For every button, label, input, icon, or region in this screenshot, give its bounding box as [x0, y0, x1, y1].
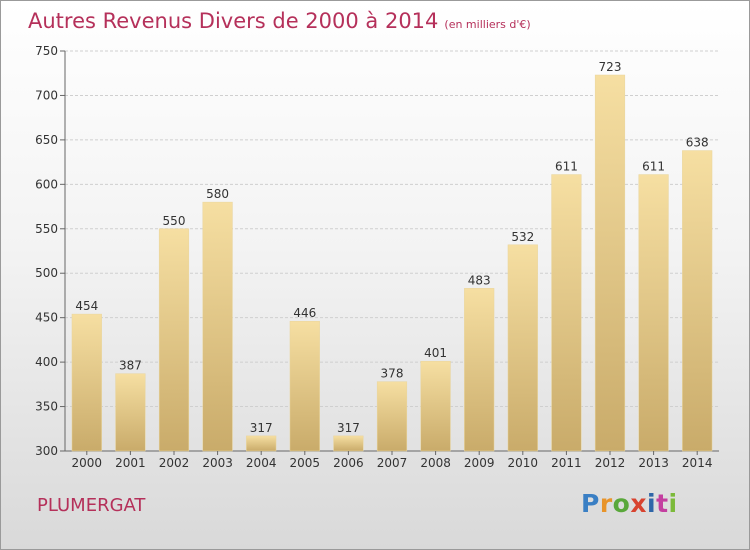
y-tick-label: 750 [35, 44, 58, 58]
x-tick-label: 2000 [72, 456, 103, 470]
bar [115, 373, 146, 452]
x-tick-label: 2009 [464, 456, 495, 470]
bar [420, 360, 451, 452]
y-axis: 300 350 400 450 500 550 600 650 700 750 [35, 44, 719, 458]
logo-letter: i [668, 489, 678, 518]
data-label: 580 [206, 187, 229, 201]
data-label: 317 [337, 421, 360, 435]
proxiti-logo: Proxiti [581, 489, 678, 518]
y-tick-label: 400 [35, 355, 58, 369]
data-label: 550 [163, 214, 186, 228]
data-label: 378 [381, 367, 404, 381]
bar [507, 244, 538, 452]
data-label: 387 [119, 359, 142, 373]
y-tick-label: 350 [35, 400, 58, 414]
x-tick-label: 2005 [290, 456, 321, 470]
x-tick-label: 2007 [377, 456, 408, 470]
logo-letter: P [581, 489, 600, 518]
bar [376, 381, 408, 452]
bar [638, 174, 669, 452]
x-tick-label: 2006 [333, 456, 364, 470]
x-tick-label: 2004 [246, 456, 277, 470]
x-tick-label: 2008 [420, 456, 451, 470]
logo-letter: r [599, 489, 613, 518]
bar [682, 150, 713, 452]
bar [333, 435, 364, 452]
data-label: 611 [642, 160, 665, 174]
y-tick-label: 650 [35, 133, 58, 147]
bar [202, 201, 233, 452]
chart-title-text: Autres Revenus Divers de 2000 à 2014 [28, 9, 439, 33]
y-tick-label: 450 [35, 311, 58, 325]
x-tick-label: 2010 [508, 456, 539, 470]
x-tick-label: 2002 [159, 456, 190, 470]
logo-letter: t [656, 489, 669, 518]
y-tick-label: 550 [35, 222, 58, 236]
x-tick-label: 2003 [202, 456, 233, 470]
x-tick-label: 2012 [595, 456, 626, 470]
y-tick-label: 500 [35, 266, 58, 280]
x-axis: 2000 2001 2002 2003 2004 2005 2006 2007 2008 2009… [72, 451, 713, 470]
logo-letter: x [630, 489, 647, 518]
data-label: 401 [424, 346, 447, 360]
bar [464, 288, 495, 452]
data-label: 638 [686, 136, 709, 150]
y-tick-label: 300 [35, 444, 58, 458]
data-label: 317 [250, 421, 273, 435]
bar [594, 74, 626, 452]
y-tick-label: 700 [35, 88, 58, 102]
x-tick-label: 2011 [551, 456, 582, 470]
bar [551, 174, 582, 452]
data-label: 483 [468, 273, 491, 287]
data-label: 723 [599, 60, 622, 74]
data-label: 446 [293, 306, 316, 320]
logo-letter: o [612, 489, 631, 518]
bar [71, 313, 102, 452]
bar [158, 228, 190, 452]
logo-letter: i [647, 489, 657, 518]
y-tick-label: 600 [35, 177, 58, 191]
x-tick-label: 2001 [115, 456, 146, 470]
data-label: 611 [555, 160, 578, 174]
data-label: 532 [511, 230, 534, 244]
bars: 454 387 550 580 317 446 317 378 401 483 532 611 723 6… [71, 60, 713, 452]
bar [246, 435, 277, 452]
data-label: 454 [75, 299, 98, 313]
bar [289, 320, 320, 452]
location-label: PLUMERGAT [37, 495, 146, 516]
x-tick-label: 2013 [638, 456, 669, 470]
x-tick-label: 2014 [682, 456, 713, 470]
chart-title: Autres Revenus Divers de 2000 à 2014 (en … [28, 9, 531, 33]
chart-subtitle: (en milliers d'€) [444, 18, 531, 31]
